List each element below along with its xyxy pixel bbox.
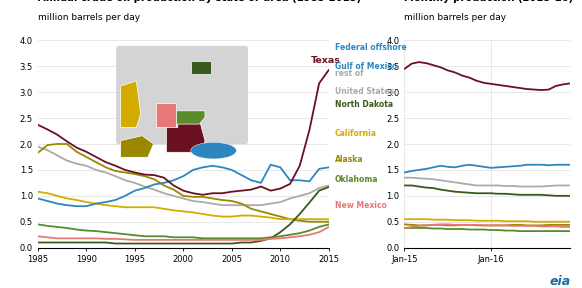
Text: million barrels per day: million barrels per day — [404, 13, 506, 22]
Text: million barrels per day: million barrels per day — [38, 13, 140, 22]
Text: Texas: Texas — [311, 56, 341, 65]
Text: Annual crude oil production by state or area (1985-2015): Annual crude oil production by state or … — [38, 0, 361, 3]
Text: North Dakota: North Dakota — [335, 101, 393, 109]
Text: Gulf of Mexico: Gulf of Mexico — [335, 62, 397, 71]
Text: New Mexico: New Mexico — [335, 201, 386, 210]
Text: Federal offshore: Federal offshore — [335, 43, 406, 52]
Text: Alaska: Alaska — [335, 155, 363, 164]
Text: Monthly production (2015-16): Monthly production (2015-16) — [404, 0, 574, 3]
Text: California: California — [335, 129, 377, 138]
Text: eia: eia — [549, 275, 570, 288]
Text: United States: United States — [335, 88, 393, 96]
Text: rest of: rest of — [335, 69, 363, 78]
Text: Oklahoma: Oklahoma — [335, 175, 378, 184]
